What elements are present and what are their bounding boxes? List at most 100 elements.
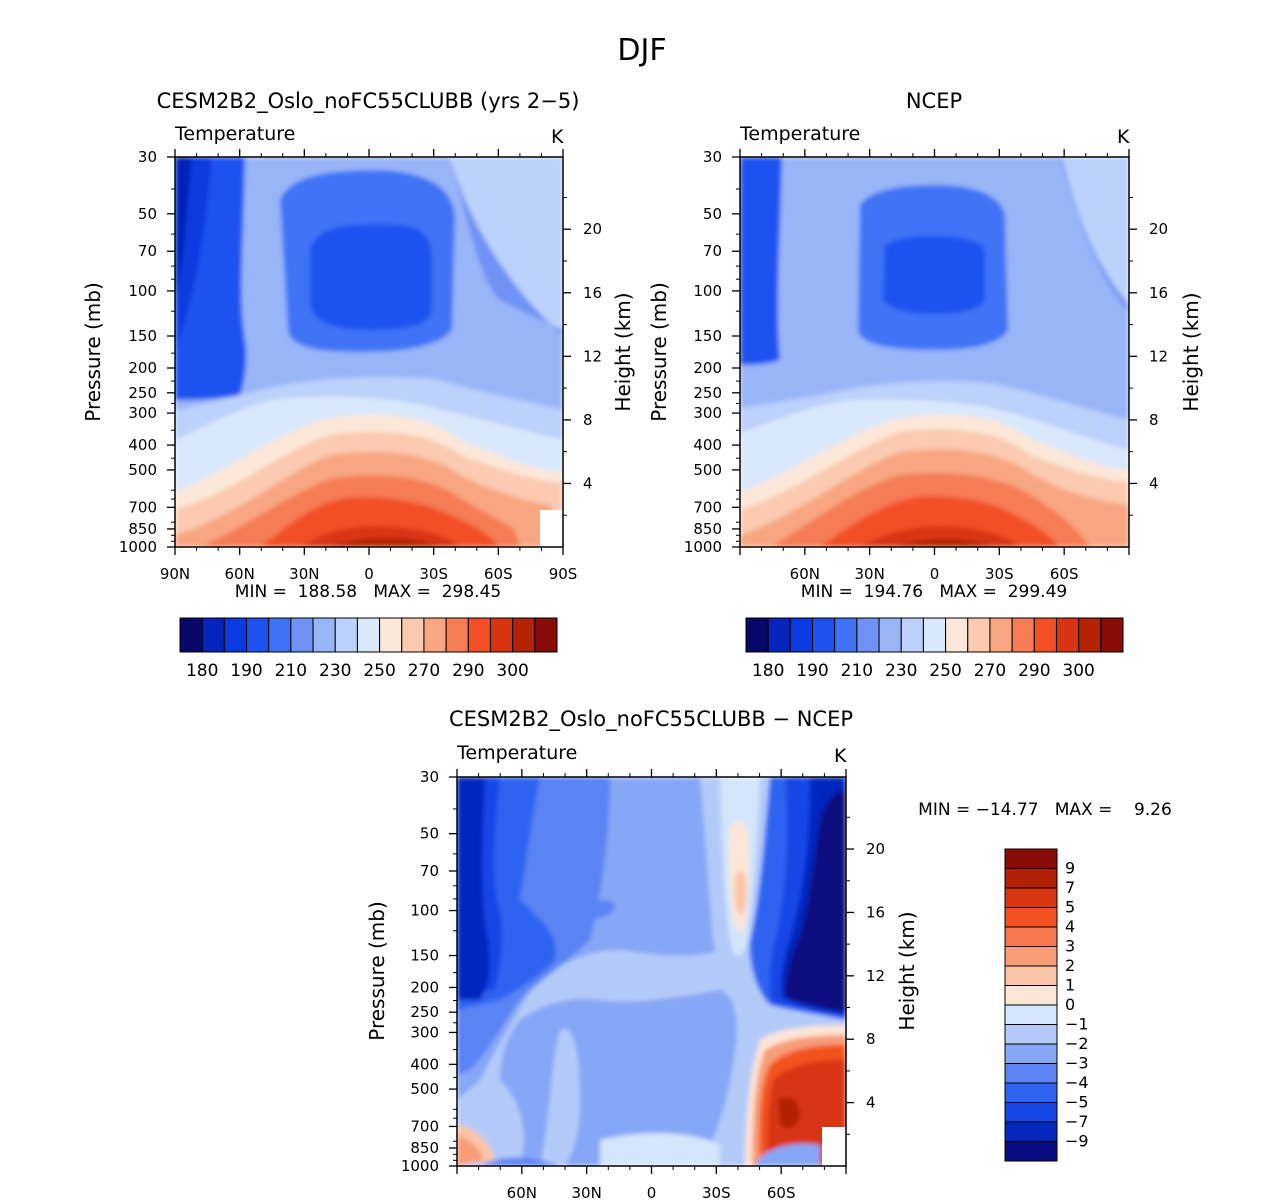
colorbar-swatch xyxy=(201,617,225,653)
panel-model-variable: Temperature xyxy=(174,123,295,145)
y-tick-label: 500 xyxy=(128,461,157,479)
panel-model-stats: MIN = 188.58 MAX = 298.45 xyxy=(235,582,501,602)
x-tick-label: 60S xyxy=(484,565,513,583)
colorbar-swatch xyxy=(1004,985,1058,1006)
colorbar-swatch xyxy=(1004,1063,1058,1084)
axes-b: 3050701001502002503004005007008501000481… xyxy=(684,148,1168,583)
colorbar-label: 1 xyxy=(1065,976,1075,995)
x-tick-label: 90S xyxy=(549,565,578,583)
panel-diff-title: CESM2B2_Oslo_noFC55CLUBB − NCEP xyxy=(449,707,853,732)
panel-model-colorbar: 180 190 210 230 250 270 290 300 xyxy=(179,617,558,681)
panel-model: CESM2B2_Oslo_noFC55CLUBB (yrs 2−5) Tempe… xyxy=(81,89,635,681)
axes-c: 3050701001502002503004005007008501000481… xyxy=(401,768,885,1202)
colorbar-swatch xyxy=(290,617,314,653)
y-tick-label: 1000 xyxy=(401,1157,439,1175)
panel-model-title: CESM2B2_Oslo_noFC55CLUBB (yrs 2−5) xyxy=(157,89,580,114)
panel-diff-ylabel: Pressure (mb) xyxy=(365,901,389,1041)
panel-diff: CESM2B2_Oslo_noFC55CLUBB − NCEP Temperat… xyxy=(365,707,1172,1202)
colorbar-swatch xyxy=(1004,1102,1058,1123)
y-tick-label: 150 xyxy=(128,327,157,345)
colorbar-label: 3 xyxy=(1065,937,1075,956)
contour-band xyxy=(530,866,557,920)
colorbar-swatch xyxy=(834,617,858,653)
panel-model-ylabel-right: Height (km) xyxy=(611,292,635,411)
y-tick-label: 100 xyxy=(128,282,157,300)
contour-band xyxy=(740,157,782,365)
height-tick-label: 12 xyxy=(1149,347,1168,365)
panel-model-units: K xyxy=(551,126,564,148)
y-tick-label: 300 xyxy=(128,404,157,422)
x-tick-label: 60S xyxy=(1050,565,1079,583)
colorbar-label: 0 xyxy=(1065,995,1075,1014)
height-tick-label: 4 xyxy=(866,1094,876,1112)
colorbar-label: 300 xyxy=(1062,661,1094,681)
y-tick-label: 30 xyxy=(703,148,722,166)
panel-diff-variable: Temperature xyxy=(456,742,577,764)
colorbar-swatch xyxy=(922,617,947,653)
x-tick-label: 60S xyxy=(767,1184,796,1202)
colorbar-swatch xyxy=(268,617,292,653)
colorbar-swatch xyxy=(534,617,558,653)
colorbar-swatch xyxy=(1004,887,1058,908)
height-tick-label: 8 xyxy=(1149,411,1159,429)
contour-band xyxy=(895,539,995,547)
band-3 xyxy=(175,157,563,335)
colorbar-label: −1 xyxy=(1065,1015,1089,1034)
colorbar-swatch xyxy=(1055,617,1080,653)
panel-ncep-ylabel: Pressure (mb) xyxy=(647,282,671,422)
band-6 xyxy=(310,224,432,330)
axes-a: 3050701001502002503004005007008501000481… xyxy=(119,148,602,583)
x-tick-label: 0 xyxy=(930,565,940,583)
contour-band xyxy=(540,1028,580,1166)
y-tick-label: 200 xyxy=(128,359,157,377)
height-tick-label: 12 xyxy=(583,347,602,365)
y-tick-label: 70 xyxy=(703,242,722,260)
colorbar-swatch xyxy=(1033,617,1057,653)
y-tick-label: 200 xyxy=(693,359,722,377)
y-tick-label: 250 xyxy=(128,384,157,402)
colorbar-swatch xyxy=(467,617,491,653)
panel-ncep-colorbar: 180 190 210 230 250 270 290 300 xyxy=(745,617,1124,681)
colorbar-label: 230 xyxy=(319,661,351,681)
x-tick-label: 90N xyxy=(160,565,190,583)
contour-band xyxy=(860,526,1020,547)
colorbar-label: 270 xyxy=(408,661,440,681)
x-tick-label: 60N xyxy=(790,565,820,583)
y-tick-label: 500 xyxy=(410,1080,439,1098)
x-tick-label: 30N xyxy=(289,565,319,583)
colorbar-label: −4 xyxy=(1065,1073,1089,1092)
y-tick-label: 30 xyxy=(420,768,439,786)
colorbar-swatch xyxy=(900,617,924,653)
colorbar-swatch xyxy=(1004,1024,1058,1045)
y-tick-label: 850 xyxy=(410,1139,439,1157)
x-tick-label: 30N xyxy=(855,565,885,583)
contour-band xyxy=(820,496,1060,547)
height-tick-label: 16 xyxy=(583,284,602,302)
height-tick-label: 4 xyxy=(1149,474,1159,492)
panel-diff-units: K xyxy=(834,745,847,767)
y-tick-label: 300 xyxy=(693,404,722,422)
height-tick-label: 16 xyxy=(1149,284,1168,302)
colorbar-label: −2 xyxy=(1065,1034,1089,1053)
colorbar-swatch xyxy=(745,617,769,653)
colorbar-label: 2 xyxy=(1065,956,1075,975)
colorbar-swatch xyxy=(489,617,514,653)
colorbar-swatch xyxy=(423,617,447,653)
height-tick-label: 20 xyxy=(1149,220,1168,238)
colorbar-swatch xyxy=(812,617,836,653)
colorbar-swatch xyxy=(1004,965,1058,986)
x-tick-label: 60N xyxy=(507,1184,537,1202)
colorbar-swatch xyxy=(1004,1082,1058,1103)
y-tick-label: 70 xyxy=(138,242,157,260)
contour-band xyxy=(778,1096,800,1129)
height-tick-label: 12 xyxy=(866,967,885,985)
colorbar-swatch xyxy=(1004,1141,1058,1162)
colorbar-label: 290 xyxy=(1018,661,1050,681)
colorbar-label: 190 xyxy=(796,661,828,681)
colorbar-swatch xyxy=(1004,1043,1058,1064)
colorbar-swatch xyxy=(1004,926,1058,947)
y-tick-label: 1000 xyxy=(119,538,157,556)
panel-ncep-variable: Temperature xyxy=(739,123,860,145)
